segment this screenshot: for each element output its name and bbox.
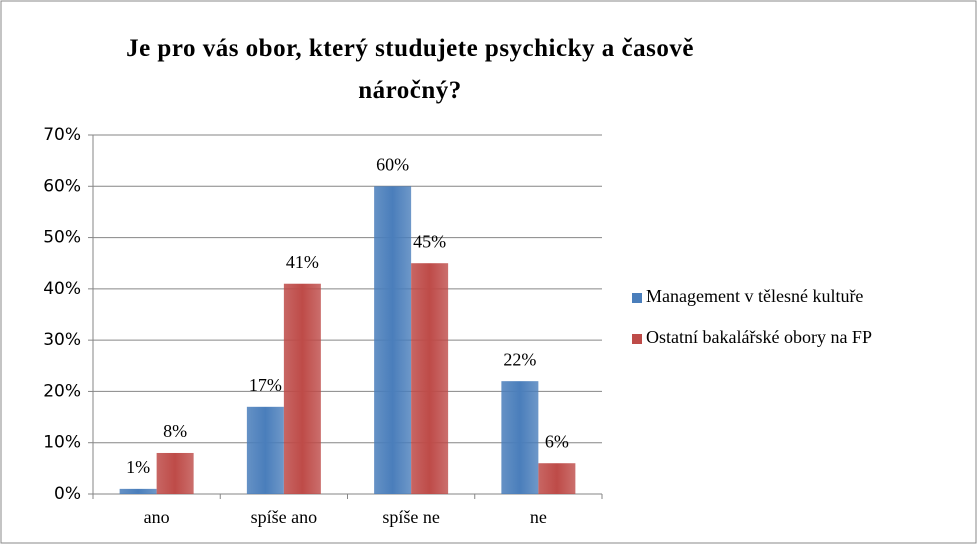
value-label: 41% — [286, 252, 319, 272]
value-label: 6% — [545, 431, 569, 451]
value-label: 45% — [413, 231, 446, 251]
bar — [538, 463, 576, 494]
y-tick-label: 60% — [43, 176, 81, 196]
chart-title: Je pro vás obor, který studujete psychic… — [126, 35, 694, 104]
x-tick-label: ano — [144, 507, 170, 527]
y-tick-label: 10% — [43, 433, 81, 453]
value-label: 17% — [249, 375, 282, 395]
y-tick-label: 40% — [43, 279, 81, 299]
bar — [374, 186, 412, 495]
y-tick-label: 30% — [43, 330, 81, 350]
bar — [119, 488, 157, 494]
bar — [156, 452, 194, 494]
x-tick-label: spíše ne — [382, 507, 440, 527]
bar — [246, 406, 284, 494]
legend-swatch — [632, 293, 642, 303]
x-tick-label: spíše ano — [251, 507, 318, 527]
legend-label: Management v tělesné kultuře — [646, 286, 863, 306]
x-tick-label: ne — [530, 507, 547, 527]
y-tick-label: 70% — [43, 125, 81, 145]
value-label: 1% — [126, 457, 150, 477]
bar — [411, 263, 449, 494]
value-label: 22% — [503, 349, 536, 369]
value-label: 8% — [163, 421, 187, 441]
y-tick-label: 0% — [54, 484, 81, 504]
legend-swatch — [632, 334, 642, 344]
value-label: 60% — [376, 154, 409, 174]
bar — [283, 283, 321, 494]
bar — [501, 381, 539, 494]
y-tick-label: 20% — [43, 381, 81, 401]
legend-label: Ostatní bakalářské obory na FP — [646, 327, 872, 347]
y-tick-label: 50% — [43, 228, 81, 248]
